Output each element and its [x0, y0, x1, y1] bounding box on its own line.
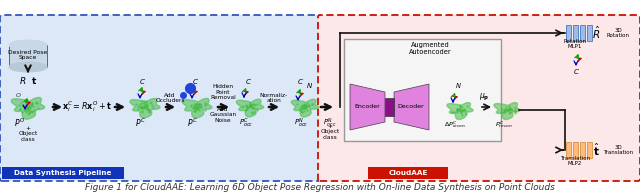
- Polygon shape: [394, 84, 429, 130]
- Text: $C$: $C$: [573, 66, 579, 75]
- Text: $C$: $C$: [244, 76, 252, 85]
- FancyBboxPatch shape: [0, 15, 320, 181]
- Text: +
Object
class: + Object class: [321, 124, 340, 140]
- Text: CloudAAE: CloudAAE: [388, 170, 428, 176]
- Text: Encoder: Encoder: [354, 105, 380, 110]
- Text: $\mathbf{x}_i^C=R\mathbf{x}_i^O+\mathbf{t}$: $\mathbf{x}_i^C=R\mathbf{x}_i^O+\mathbf{…: [62, 100, 112, 114]
- FancyBboxPatch shape: [368, 167, 448, 179]
- FancyBboxPatch shape: [566, 25, 571, 41]
- Text: $P^O$: $P^O$: [14, 117, 26, 129]
- Text: Augmented
Autoencoder: Augmented Autoencoder: [409, 42, 452, 54]
- Ellipse shape: [9, 40, 47, 50]
- FancyBboxPatch shape: [573, 25, 578, 41]
- Text: Normaliz-
ation: Normaliz- ation: [260, 93, 288, 103]
- FancyBboxPatch shape: [318, 15, 640, 181]
- Text: Data Synthesis Pipeline: Data Synthesis Pipeline: [14, 170, 112, 176]
- Polygon shape: [350, 84, 385, 130]
- Polygon shape: [182, 98, 212, 118]
- Text: $\hat{\mathbf{t}}$: $\hat{\mathbf{t}}$: [593, 142, 600, 158]
- FancyBboxPatch shape: [580, 142, 585, 158]
- Text: $N$: $N$: [454, 82, 461, 90]
- Text: Translation
MLP2: Translation MLP2: [560, 156, 590, 166]
- Text: +
Object
class: + Object class: [19, 126, 38, 142]
- Text: Decoder: Decoder: [397, 105, 424, 110]
- Polygon shape: [447, 103, 473, 120]
- Text: $P^C$: $P^C$: [188, 117, 198, 129]
- Text: $\hat{R}$: $\hat{R}$: [592, 25, 600, 41]
- Ellipse shape: [9, 62, 47, 72]
- Text: Desired Pose
Space: Desired Pose Space: [8, 50, 47, 60]
- Text: Hidden
Point
Removal: Hidden Point Removal: [210, 84, 236, 100]
- Polygon shape: [236, 99, 264, 117]
- Text: Add
Gaussian
Noise: Add Gaussian Noise: [209, 107, 237, 123]
- Text: 3D
Rotation: 3D Rotation: [607, 28, 630, 38]
- Text: $P^N_{occ}$: $P^N_{occ}$: [323, 116, 337, 130]
- Text: $C$: $C$: [296, 76, 303, 85]
- FancyBboxPatch shape: [9, 45, 47, 67]
- Text: $C$: $C$: [191, 76, 198, 85]
- Text: $R$: $R$: [19, 75, 27, 87]
- Text: Rotation
MLP1: Rotation MLP1: [563, 39, 586, 49]
- Text: $C$: $C$: [139, 76, 145, 85]
- Polygon shape: [494, 103, 520, 120]
- FancyBboxPatch shape: [2, 167, 124, 179]
- Text: $\mu_\mathbf{p}$: $\mu_\mathbf{p}$: [479, 91, 490, 103]
- Text: 3D
Translation: 3D Translation: [603, 145, 633, 155]
- Text: $P^C_{recon}$: $P^C_{recon}$: [495, 120, 513, 130]
- FancyBboxPatch shape: [566, 142, 571, 158]
- FancyBboxPatch shape: [385, 98, 394, 116]
- Text: $P^N_{occ}$: $P^N_{occ}$: [294, 116, 308, 130]
- Text: $P^C_{occ}$: $P^C_{occ}$: [239, 116, 253, 130]
- Text: Figure 1 for CloudAAE: Learning 6D Object Pose Regression with On-line Data Synt: Figure 1 for CloudAAE: Learning 6D Objec…: [85, 183, 555, 191]
- Text: $P^C$: $P^C$: [136, 117, 147, 129]
- Text: $\Delta P^C_{recon}$: $\Delta P^C_{recon}$: [444, 120, 466, 130]
- FancyBboxPatch shape: [587, 25, 592, 41]
- FancyBboxPatch shape: [587, 142, 592, 158]
- FancyBboxPatch shape: [573, 142, 578, 158]
- Text: $N$: $N$: [307, 81, 314, 90]
- Text: $\mathbf{t}$: $\mathbf{t}$: [31, 75, 37, 87]
- Polygon shape: [12, 98, 45, 119]
- Polygon shape: [130, 98, 160, 118]
- Text: $O$: $O$: [15, 91, 21, 99]
- Text: Add
Occluders: Add Occluders: [156, 93, 185, 103]
- Polygon shape: [291, 99, 319, 117]
- FancyBboxPatch shape: [580, 25, 585, 41]
- FancyBboxPatch shape: [344, 39, 501, 141]
